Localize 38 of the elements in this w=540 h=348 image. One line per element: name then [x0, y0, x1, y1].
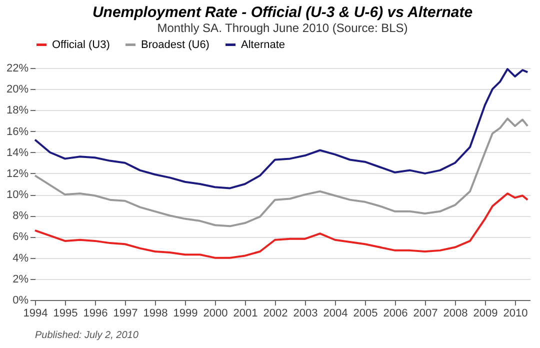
x-tick-label: 2006: [383, 308, 408, 320]
x-tick-label: 1994: [23, 308, 48, 320]
y-tick-label: 20%: [6, 84, 29, 96]
chart-subtitle: Monthly SA. Through June 2010 (Source: BLS): [157, 21, 408, 35]
line-series: [34, 118, 529, 228]
y-tick-label: 4%: [12, 252, 29, 264]
x-tick-label: 1999: [173, 308, 198, 320]
x-tick-label: 2000: [203, 308, 228, 320]
y-tick-label: 14%: [6, 146, 29, 159]
y-tick-label: 8%: [12, 210, 29, 222]
x-tick-label: 2010: [503, 308, 528, 320]
x-tick-label: 2007: [413, 308, 438, 320]
y-tick-label: 0%: [12, 294, 29, 306]
y-tick-label: 12%: [6, 168, 29, 180]
x-tick-label: 2005: [353, 308, 378, 320]
x-tick-label: 2003: [293, 308, 318, 320]
x-tick-label: 1996: [83, 308, 108, 320]
legend-label: Alternate: [241, 38, 286, 51]
x-tick-label: 2009: [473, 308, 498, 320]
x-tick-label: 1997: [113, 308, 138, 320]
x-tick-label: 2008: [443, 308, 468, 320]
x-tick-label: 1998: [143, 308, 168, 320]
x-tick-label: 2001: [233, 308, 258, 320]
x-tick-label: 2004: [323, 308, 348, 320]
line-series: [34, 68, 529, 190]
chart-title: Unemployment Rate - Official (U-3 & U-6) vs Alternate: [92, 4, 473, 21]
text: Published: July 2, 2010: [35, 330, 139, 341]
line-series: [34, 192, 529, 259]
y-tick-label: 18%: [6, 104, 29, 117]
x-tick-label: 2002: [263, 308, 288, 320]
x-tick-label: 1995: [53, 308, 78, 320]
legend-label: Broadest (U6): [141, 38, 210, 51]
legend-label: Official (U3): [52, 38, 110, 51]
y-tick-label: 6%: [12, 231, 29, 244]
y-tick-label: 10%: [6, 189, 29, 202]
y-tick-label: 2%: [12, 273, 29, 286]
y-tick-label: 22%: [6, 62, 29, 74]
y-tick-label: 16%: [6, 126, 29, 138]
